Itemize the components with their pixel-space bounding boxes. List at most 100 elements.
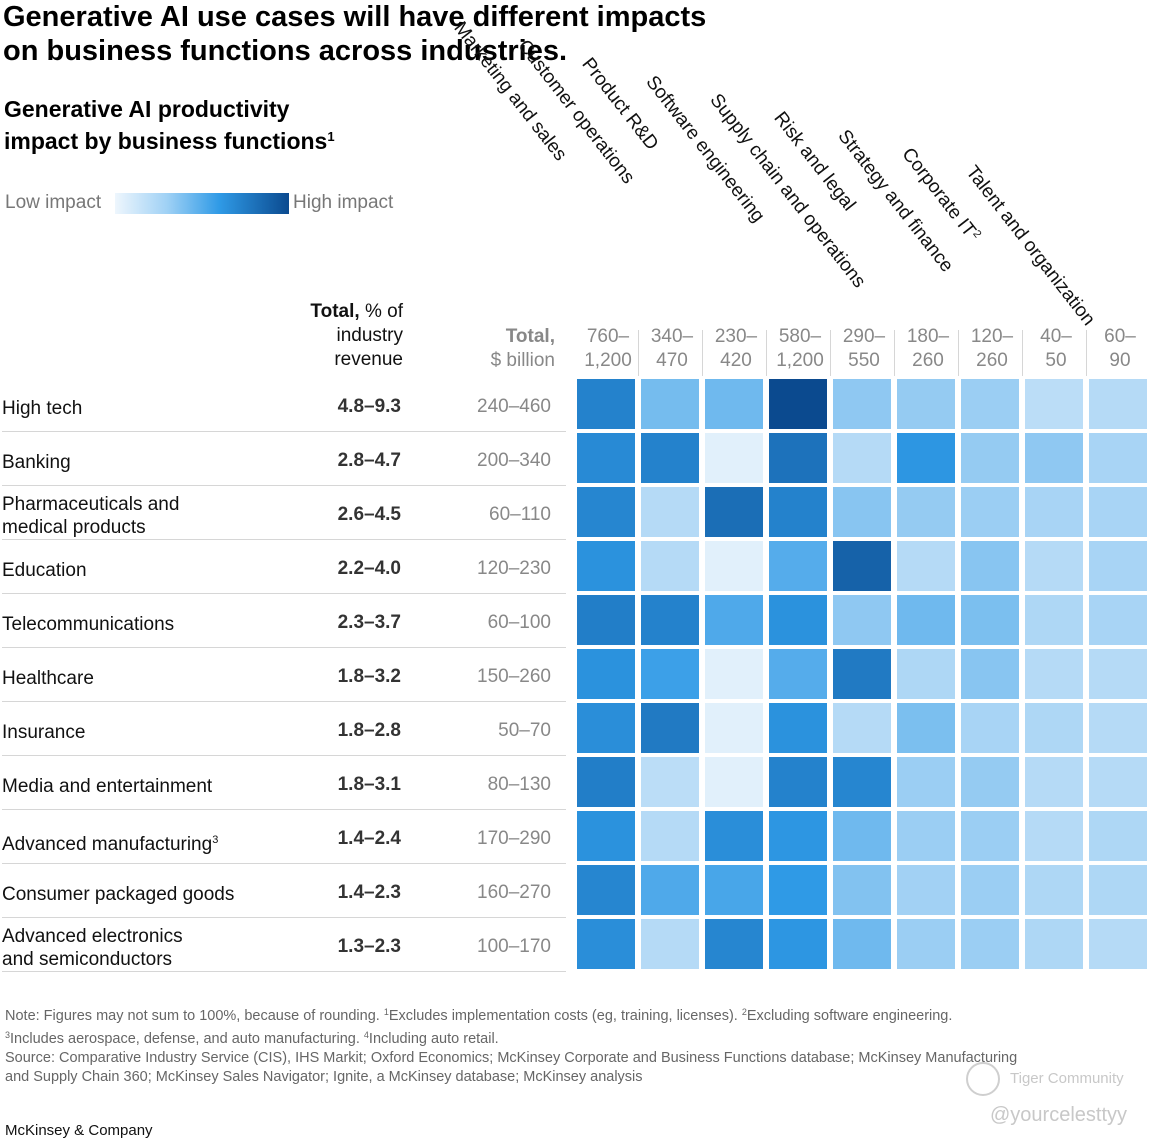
watermark-community: Tiger Community xyxy=(1010,1070,1124,1087)
legend-gradient-bar xyxy=(115,193,289,214)
column-total-5-line-1: 180– xyxy=(906,326,950,347)
column-total-0-line-1: 760– xyxy=(586,326,630,347)
heat-cell-9-8 xyxy=(1089,865,1147,915)
heat-cell-1-2 xyxy=(705,433,763,483)
heat-cell-9-6 xyxy=(961,865,1019,915)
row-usd-4: 60–100 xyxy=(487,612,551,633)
column-total-3-line-2: 1,200 xyxy=(776,350,824,371)
note-text-2: Excludes implementation costs (eg, train… xyxy=(388,1008,742,1024)
row-label-10-line-1: and semiconductors xyxy=(2,948,183,971)
heat-cell-6-8 xyxy=(1089,703,1147,753)
heat-cell-3-5 xyxy=(897,541,955,591)
row-label-4-line-0: Telecommunications xyxy=(2,613,174,636)
heat-cell-9-4 xyxy=(833,865,891,915)
row-label-6: Insurance xyxy=(2,721,85,744)
column-divider-1 xyxy=(638,330,639,376)
row-label-0-line-0: High tech xyxy=(2,397,82,420)
row-label-5: Healthcare xyxy=(2,667,94,690)
heat-cell-4-0 xyxy=(577,595,635,645)
row-label-3-line-0: Education xyxy=(2,559,87,582)
heat-cell-2-4 xyxy=(833,487,891,537)
heat-cell-5-5 xyxy=(897,649,955,699)
heat-cell-7-2 xyxy=(705,757,763,807)
heat-cell-0-7 xyxy=(1025,379,1083,429)
column-total-2: 230– 420 xyxy=(705,325,767,373)
row-label-8-line-0: Advanced manufacturing3 xyxy=(2,829,218,856)
row-label-10-line-0-text: Advanced electronics xyxy=(2,926,183,947)
heat-cell-6-2 xyxy=(705,703,763,753)
heat-cell-0-1 xyxy=(641,379,699,429)
column-divider-6 xyxy=(958,330,959,376)
row-pct-7: 1.8–3.1 xyxy=(337,774,401,795)
row-divider-1 xyxy=(2,485,566,486)
heat-cell-9-2 xyxy=(705,865,763,915)
heat-cell-1-7 xyxy=(1025,433,1083,483)
row-label-10-line-1-text: and semiconductors xyxy=(2,949,173,970)
row-label-2: Pharmaceuticals and medical products xyxy=(2,493,179,539)
heat-cell-5-0 xyxy=(577,649,635,699)
note-sup-2: 2 xyxy=(741,1007,747,1017)
heat-cell-9-5 xyxy=(897,865,955,915)
column-divider-2 xyxy=(702,330,703,376)
row-label-9-line-0-text: Consumer packaged goods xyxy=(2,883,235,905)
row-usd-7: 80–130 xyxy=(487,774,551,795)
heat-cell-0-4 xyxy=(833,379,891,429)
heat-cell-7-8 xyxy=(1089,757,1147,807)
heat-cell-8-3 xyxy=(769,811,827,861)
heat-cell-8-8 xyxy=(1089,811,1147,861)
note-sup-3: 3 xyxy=(5,1030,11,1040)
heat-cell-3-1 xyxy=(641,541,699,591)
row-divider-7 xyxy=(2,809,566,810)
row-divider-9 xyxy=(2,917,566,918)
row-label-4-line-0-text: Telecommunications xyxy=(2,613,175,635)
heat-cell-5-3 xyxy=(769,649,827,699)
chart-subtitle-footnote: 1 xyxy=(327,129,335,144)
heat-cell-1-4 xyxy=(833,433,891,483)
heat-cell-8-6 xyxy=(961,811,1019,861)
row-pct-5: 1.8–3.2 xyxy=(337,666,401,687)
column-total-7-line-2: 50 xyxy=(1045,350,1067,371)
pct-revenue-header-line-2: industry xyxy=(336,325,403,346)
row-label-7-line-0: Media and entertainment xyxy=(2,775,212,798)
heat-cell-10-3 xyxy=(769,919,827,969)
heat-cell-10-8 xyxy=(1089,919,1147,969)
heat-cell-2-7 xyxy=(1025,487,1083,537)
heat-cell-10-7 xyxy=(1025,919,1083,969)
row-divider-6 xyxy=(2,755,566,756)
watermark-handle: @yourcelesttyy xyxy=(990,1104,1128,1126)
heat-cell-4-1 xyxy=(641,595,699,645)
column-total-4-line-2: 550 xyxy=(848,350,880,371)
column-total-6-line-1: 120– xyxy=(970,326,1014,347)
legend-low-label: Low impact xyxy=(5,192,102,213)
column-divider-4 xyxy=(830,330,831,376)
note-text-3: Excluding software engineering. xyxy=(746,1008,953,1024)
column-total-6-line-2: 260 xyxy=(976,350,1008,371)
heat-cell-1-3 xyxy=(769,433,827,483)
row-pct-4: 2.3–3.7 xyxy=(337,612,401,633)
heat-cell-4-8 xyxy=(1089,595,1147,645)
heat-cell-8-5 xyxy=(897,811,955,861)
column-total-5-line-2: 260 xyxy=(912,350,944,371)
heat-cell-0-2 xyxy=(705,379,763,429)
column-total-4-line-1: 290– xyxy=(842,326,886,347)
note-sup-1: 1 xyxy=(383,1007,389,1017)
row-label-4: Telecommunications xyxy=(2,613,174,636)
chart-subtitle-line-2: impact by business functions1 xyxy=(4,123,335,155)
note-text-4: Includes aerospace, defense, and auto ma… xyxy=(10,1031,364,1047)
column-total-3-line-1: 580– xyxy=(778,326,822,347)
pct-revenue-header-line-1: Total, % of xyxy=(310,300,403,324)
heat-cell-9-0 xyxy=(577,865,635,915)
column-total-8-line-1: 60– xyxy=(1104,326,1136,347)
column-total-2-line-1: 230– xyxy=(714,326,758,347)
heat-cell-10-6 xyxy=(961,919,1019,969)
heat-cell-9-1 xyxy=(641,865,699,915)
row-usd-8: 170–290 xyxy=(477,828,551,849)
heat-cell-1-0 xyxy=(577,433,635,483)
heat-cell-5-1 xyxy=(641,649,699,699)
legend-high-label: High impact xyxy=(293,192,394,213)
row-label-5-line-0: Healthcare xyxy=(2,667,94,690)
chart-title-line-2: on business functions across industries. xyxy=(3,35,568,67)
column-total-8-line-2: 90 xyxy=(1109,350,1131,371)
row-divider-2 xyxy=(2,539,566,540)
row-pct-9: 1.4–2.3 xyxy=(337,882,401,903)
